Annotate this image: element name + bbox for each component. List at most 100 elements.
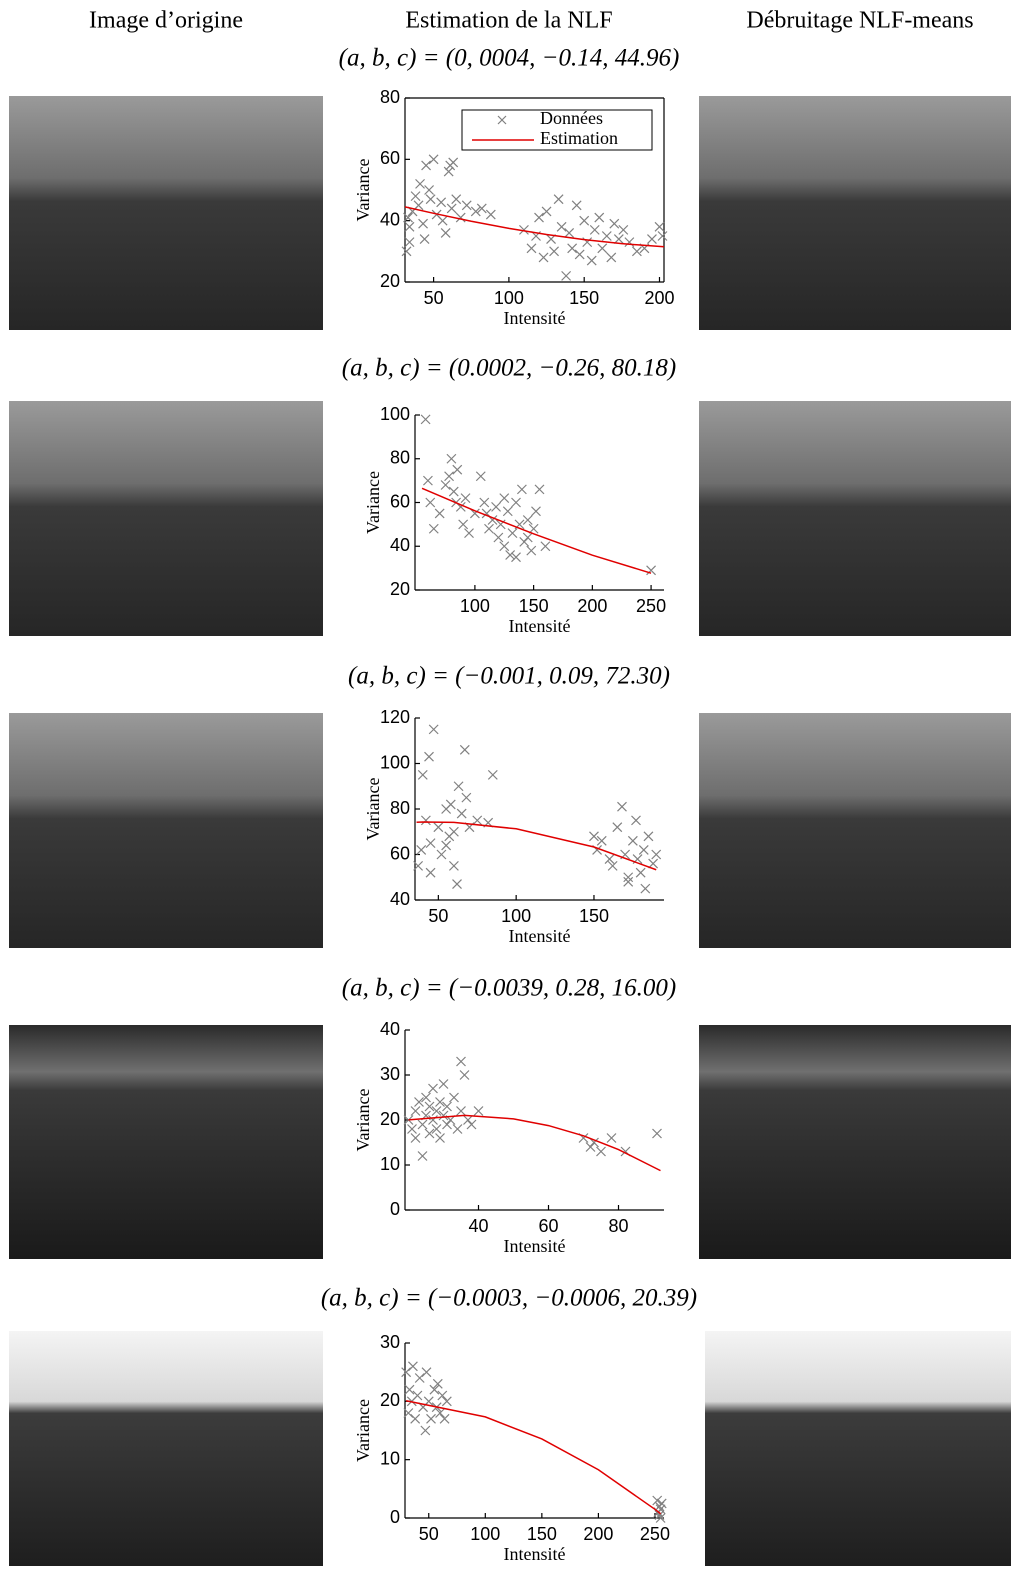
legend-marker — [497, 115, 507, 125]
data-point — [435, 1408, 445, 1418]
data-point — [612, 822, 623, 833]
data-point — [624, 237, 635, 248]
image-denoised — [699, 1025, 1011, 1259]
x-tick-label: 200 — [583, 1524, 613, 1544]
x-tick-label: 200 — [644, 288, 674, 308]
marker-stroke — [579, 215, 590, 226]
data-point — [456, 1106, 466, 1116]
data-point — [435, 1097, 445, 1107]
marker-stroke — [439, 1413, 450, 1424]
marker-stroke — [469, 508, 480, 519]
chart: (a, b, c) = (−0.0039, 0.28, 16.00) 40 60 80… — [342, 975, 676, 1256]
data-point — [459, 1070, 470, 1080]
y-tick-label: 100 — [380, 404, 410, 424]
data-point — [437, 1390, 448, 1401]
marker-stroke — [435, 1133, 445, 1143]
column-header: Estimation de la NLF — [405, 8, 612, 34]
x-tick-label: 60 — [538, 1216, 558, 1236]
data-point — [417, 1119, 428, 1130]
data-point — [526, 545, 537, 556]
data-point — [448, 486, 459, 497]
data-point — [502, 506, 513, 517]
marker-stroke — [422, 475, 433, 486]
data-point — [528, 523, 539, 534]
marker-stroke — [499, 493, 510, 504]
marker-stroke — [436, 197, 447, 208]
marker-stroke — [413, 200, 424, 211]
marker-stroke — [417, 1119, 428, 1130]
marker-stroke — [485, 209, 496, 220]
data-point — [456, 1056, 466, 1067]
data-point — [571, 200, 582, 211]
marker-stroke — [499, 541, 510, 552]
marker-stroke — [435, 1097, 445, 1107]
data-point — [424, 1128, 435, 1139]
marker-stroke — [594, 212, 605, 223]
marker-stroke — [502, 506, 513, 517]
marker-stroke — [596, 1146, 606, 1157]
marker-stroke — [449, 1092, 459, 1103]
data-point — [617, 801, 627, 812]
data-point — [654, 1510, 665, 1521]
image-denoised — [705, 1331, 1011, 1566]
data-point — [522, 532, 533, 543]
y-tick-label: 100 — [380, 752, 410, 772]
data-point — [493, 532, 504, 543]
marker-stroke — [624, 237, 635, 248]
data-point — [415, 178, 425, 189]
marker-stroke — [596, 835, 607, 846]
data-point — [452, 464, 463, 475]
data-point — [452, 879, 462, 889]
x-tick-label: 150 — [527, 1524, 557, 1544]
y-tick-label: 80 — [390, 798, 410, 818]
marker-stroke — [436, 849, 447, 860]
marker-stroke — [505, 550, 516, 560]
marker-stroke — [412, 1390, 423, 1401]
marker-stroke — [445, 1115, 456, 1125]
marker-stroke — [553, 194, 564, 205]
marker-stroke — [444, 471, 454, 482]
data-point — [487, 769, 498, 780]
data-point — [434, 508, 445, 519]
marker-stroke — [507, 528, 518, 539]
data-point — [424, 185, 435, 195]
data-point — [403, 1115, 414, 1125]
data-point — [414, 1097, 424, 1107]
fit-line — [404, 206, 665, 248]
data-point — [432, 1378, 443, 1389]
data-point — [607, 860, 618, 871]
data-point — [511, 552, 521, 563]
y-tick-label: 80 — [390, 448, 410, 468]
chart-title: (a, b, c) = (−0.001, 0.09, 72.30) — [348, 663, 670, 690]
marker-stroke — [655, 1513, 666, 1523]
data-point — [441, 1396, 452, 1407]
marker-stroke — [459, 1070, 470, 1080]
marker-stroke — [528, 523, 539, 534]
data-point — [428, 523, 439, 534]
marker-stroke — [424, 185, 435, 195]
marker-stroke — [458, 519, 469, 530]
data-point — [429, 1384, 440, 1395]
marker-stroke — [648, 858, 659, 869]
data-point — [428, 154, 439, 165]
x-tick-label: 40 — [468, 1216, 488, 1236]
data-point — [597, 243, 608, 254]
data-point — [448, 860, 459, 871]
data-point — [623, 872, 634, 883]
marker-stroke — [448, 486, 459, 497]
data-point — [640, 883, 651, 894]
data-point — [404, 1384, 415, 1395]
y-tick-label: 60 — [380, 148, 400, 168]
y-tick-label: 20 — [380, 1109, 400, 1129]
data-point — [472, 815, 483, 826]
data-point — [420, 815, 431, 826]
marker-stroke — [643, 831, 654, 842]
marker-stroke — [417, 769, 428, 780]
data-point — [440, 480, 451, 490]
marker-stroke — [534, 212, 544, 223]
y-tick-label: 10 — [380, 1448, 400, 1468]
data-point — [412, 1390, 423, 1401]
data-point — [449, 1092, 459, 1103]
marker-stroke — [441, 840, 452, 851]
marker-stroke — [435, 1408, 445, 1418]
